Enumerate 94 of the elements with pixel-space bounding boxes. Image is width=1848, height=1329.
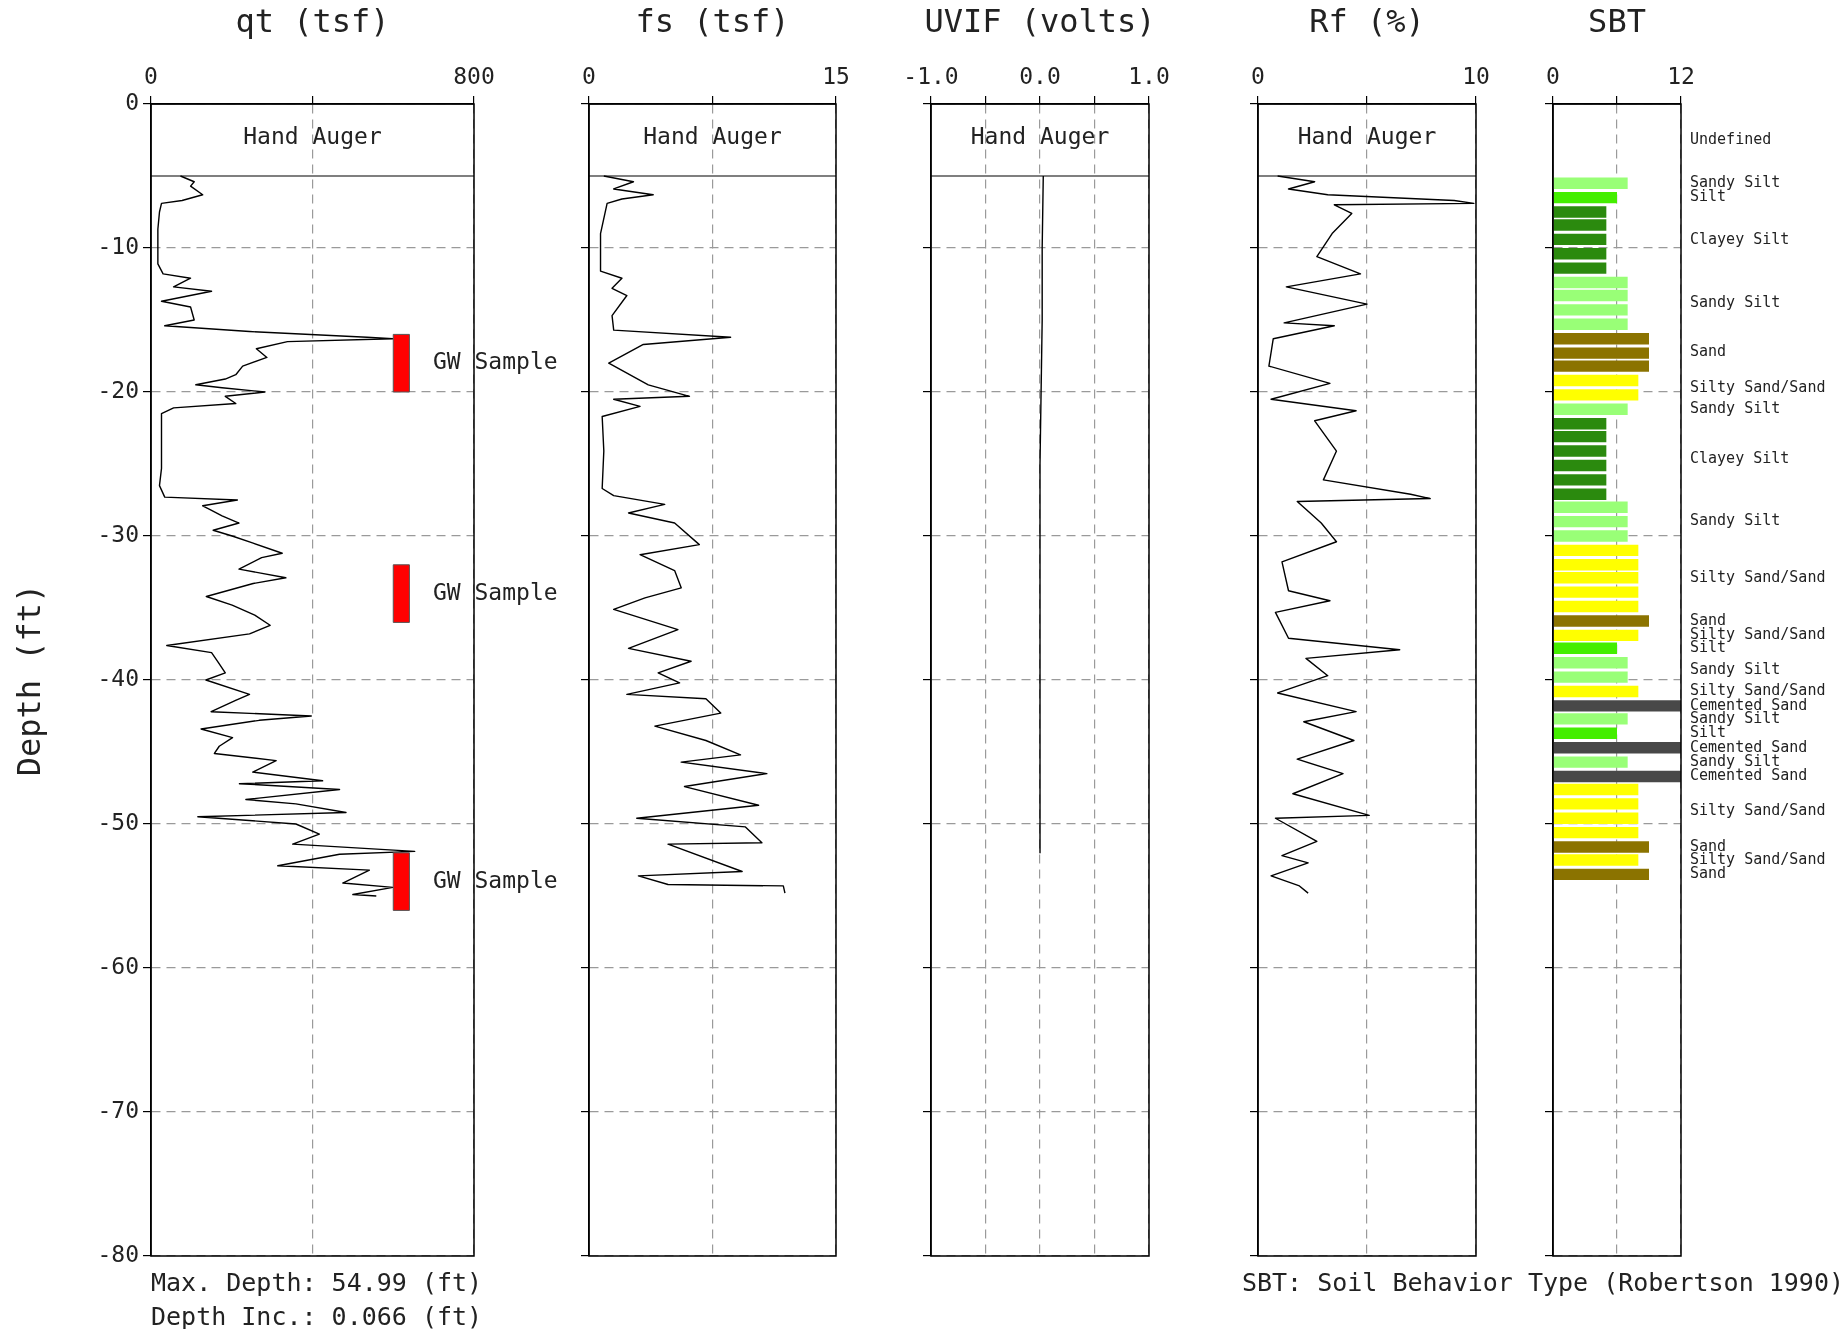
text: Depth Inc.: 0.066 (ft) xyxy=(151,1301,483,1329)
ref-line-label: Hand Auger xyxy=(970,122,1110,149)
bar xyxy=(1553,459,1607,472)
ref-line-label: Hand Auger xyxy=(1297,122,1437,149)
bar xyxy=(1553,289,1628,302)
bar xyxy=(1553,417,1607,430)
y-tick-label: -20 xyxy=(97,376,139,403)
bar xyxy=(1553,798,1639,810)
bar xyxy=(1553,248,1607,260)
text: SBT: Soil Behavior Type (Robertson 1990) xyxy=(1241,1267,1844,1297)
bar xyxy=(1553,586,1639,598)
text: Sand xyxy=(1690,864,1727,883)
text: Clayey Silt xyxy=(1690,448,1790,467)
text: Silt xyxy=(1690,638,1727,657)
bar xyxy=(1553,515,1628,528)
y-tick-label: -10 xyxy=(97,232,139,259)
chart-title: Rf (%) xyxy=(1309,2,1425,41)
bar xyxy=(1553,756,1628,768)
chart-title: qt (tsf) xyxy=(235,2,390,41)
y-tick-label: -40 xyxy=(97,664,139,691)
bar xyxy=(1553,629,1639,642)
y-tick-label: -60 xyxy=(97,952,139,979)
text: Undefined xyxy=(1690,129,1772,148)
y-axis-title: Depth (ft) xyxy=(10,583,49,777)
bar xyxy=(1553,530,1628,542)
bar xyxy=(1553,700,1681,712)
x-tick-label: 12 xyxy=(1667,63,1695,90)
text: Silt xyxy=(1690,187,1727,206)
bar xyxy=(1553,868,1649,881)
x-tick-label: 0.0 xyxy=(1019,63,1061,90)
ref-line-label: Hand Auger xyxy=(643,122,782,149)
bar xyxy=(1553,615,1649,627)
bar xyxy=(1553,826,1639,839)
bar xyxy=(1553,544,1639,557)
bar xyxy=(1553,445,1607,457)
y-tick-label: -30 xyxy=(97,520,139,547)
band-label: GW Sample xyxy=(432,866,558,893)
bar xyxy=(1553,304,1628,316)
bar xyxy=(1553,374,1639,387)
text: Sandy Silt xyxy=(1690,399,1781,418)
band-label: GW Sample xyxy=(432,578,558,605)
x-tick-label: 0 xyxy=(144,63,158,90)
bar xyxy=(1553,600,1639,613)
text: Silty Sand/Sand xyxy=(1690,377,1826,396)
y-tick-label: -50 xyxy=(97,808,139,835)
text: Sandy Silt xyxy=(1690,293,1781,312)
y-tick-label: -70 xyxy=(97,1096,139,1123)
bar xyxy=(1553,488,1607,500)
bar xyxy=(1553,403,1628,415)
band-label: GW Sample xyxy=(432,348,558,375)
x-tick-label: 0 xyxy=(1546,63,1560,90)
bar xyxy=(1553,191,1617,204)
bar xyxy=(1553,177,1628,189)
chart-title: fs (tsf) xyxy=(635,2,790,41)
bar xyxy=(1553,671,1628,683)
bar xyxy=(1553,276,1628,289)
x-tick-label: 10 xyxy=(1462,63,1490,90)
bar xyxy=(1553,318,1628,331)
bar xyxy=(1553,854,1639,866)
ref-line-label: Hand Auger xyxy=(243,122,382,149)
x-tick-label: 0 xyxy=(1251,63,1265,90)
x-tick-label: 15 xyxy=(822,63,850,90)
bar xyxy=(1553,657,1628,669)
bar xyxy=(1553,474,1607,486)
bar xyxy=(1553,501,1628,513)
bar xyxy=(1553,233,1607,246)
y-tick-label: -80 xyxy=(97,1240,139,1267)
text: Silty Sand/Sand xyxy=(1690,568,1826,587)
bar xyxy=(1553,812,1639,824)
bar xyxy=(1553,333,1649,345)
text: Sandy Silt xyxy=(1690,511,1781,530)
bar xyxy=(1553,841,1649,853)
text: Silty Sand/Sand xyxy=(1690,800,1826,819)
chart-title: UVIF (volts) xyxy=(924,2,1156,41)
bar xyxy=(1553,389,1639,401)
bar xyxy=(1553,770,1681,783)
bar xyxy=(1553,727,1617,739)
y-tick-label: 0 xyxy=(125,88,139,115)
text: Max. Depth: 54.99 (ft) xyxy=(151,1267,483,1297)
bar xyxy=(1553,685,1639,698)
bar xyxy=(1553,262,1607,274)
x-tick-label: 1.0 xyxy=(1128,63,1170,90)
chart-title: SBT xyxy=(1588,2,1646,41)
bar xyxy=(1553,430,1607,443)
text: Clayey Silt xyxy=(1690,229,1790,248)
bar xyxy=(1553,642,1617,655)
x-tick-label: -1.0 xyxy=(903,63,959,90)
text: Sand xyxy=(1690,342,1727,361)
bar xyxy=(1553,783,1639,796)
x-tick-label: 0 xyxy=(582,63,596,90)
x-tick-label: 800 xyxy=(453,63,495,90)
text: Sandy Silt xyxy=(1690,659,1781,678)
bar xyxy=(1553,741,1681,754)
bar xyxy=(1553,713,1628,725)
